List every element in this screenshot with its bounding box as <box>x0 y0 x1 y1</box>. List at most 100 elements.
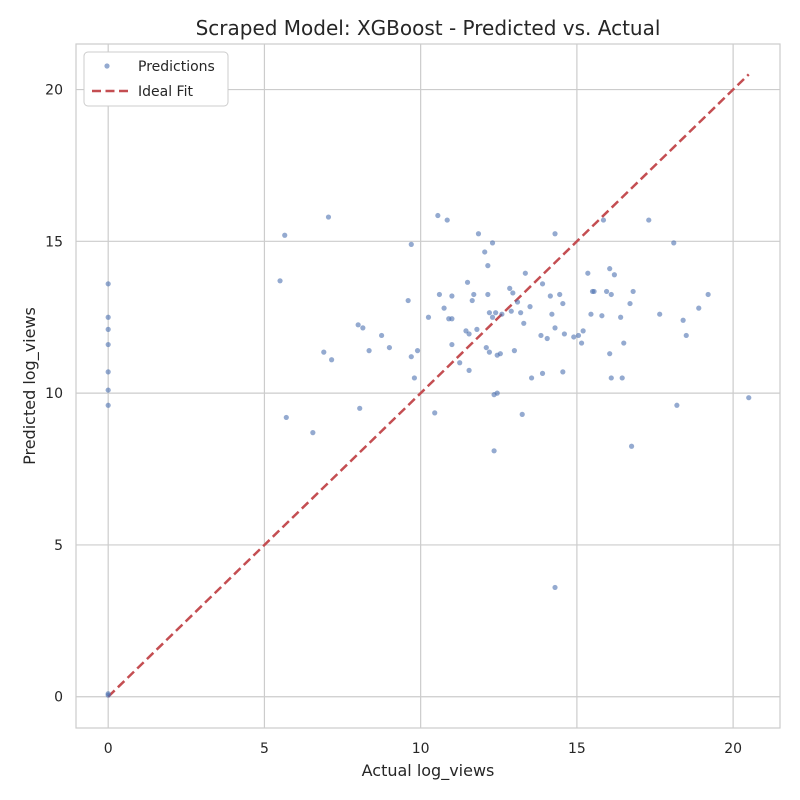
prediction-point <box>705 291 711 298</box>
prediction-point <box>547 293 553 299</box>
x-tick-label: 15 <box>568 741 586 757</box>
prediction-point <box>600 217 607 223</box>
prediction-point <box>552 584 558 591</box>
prediction-point <box>521 320 527 326</box>
y-tick-label: 15 <box>45 234 63 250</box>
prediction-point <box>499 311 505 317</box>
prediction-point <box>378 332 385 339</box>
prediction-point <box>408 354 414 360</box>
x-axis-label: Actual log_views <box>362 761 495 781</box>
prediction-point <box>538 332 544 339</box>
prediction-point <box>557 291 563 298</box>
prediction-point <box>494 390 500 396</box>
prediction-point <box>646 217 652 223</box>
prediction-point <box>408 241 414 247</box>
prediction-point <box>491 448 497 454</box>
prediction-point <box>483 344 489 351</box>
prediction-point <box>441 305 447 311</box>
prediction-point <box>482 249 488 255</box>
prediction-point <box>277 278 283 284</box>
prediction-point <box>489 314 496 320</box>
prediction-point <box>588 311 594 317</box>
prediction-point <box>489 240 496 246</box>
x-tick-label: 20 <box>724 741 742 757</box>
prediction-point <box>449 293 455 299</box>
prediction-point <box>627 300 633 307</box>
prediction-point <box>628 443 635 449</box>
plot-area-frame <box>75 43 781 729</box>
x-axis-ticks: 0 5 10 15 20 <box>104 741 742 757</box>
prediction-point <box>105 341 111 348</box>
prediction-point <box>282 232 288 238</box>
prediction-point <box>310 430 316 436</box>
prediction-point <box>486 310 493 316</box>
prediction-point <box>360 325 366 331</box>
prediction-point <box>549 311 555 317</box>
prediction-point <box>607 266 613 272</box>
legend: Predictions Ideal Fit <box>83 51 229 107</box>
prediction-point <box>630 288 636 295</box>
prediction-point <box>621 340 627 346</box>
y-tick-label: 20 <box>45 83 63 99</box>
y-axis-label: Predicted log_views <box>20 307 40 465</box>
prediction-point <box>508 308 514 314</box>
prediction-point <box>510 290 516 296</box>
legend-predictions-marker <box>104 63 110 69</box>
prediction-point <box>475 231 482 237</box>
prediction-point <box>466 367 472 373</box>
prediction-point <box>618 314 624 320</box>
prediction-point <box>511 348 517 354</box>
prediction-point <box>105 692 111 698</box>
prediction-point <box>449 316 455 322</box>
prediction-point <box>414 348 421 354</box>
prediction-point <box>497 351 503 357</box>
prediction-point <box>674 402 680 408</box>
prediction-point <box>105 369 111 375</box>
prediction-point <box>469 297 475 304</box>
grid <box>76 44 780 728</box>
chart-title: Scraped Model: XGBoost - Predicted vs. A… <box>196 16 661 40</box>
prediction-point <box>519 411 525 417</box>
prediction-point <box>105 314 111 320</box>
legend-ideal-fit-label: Ideal Fit <box>138 84 193 100</box>
prediction-point <box>355 322 361 328</box>
prediction-point <box>561 331 567 337</box>
prediction-point <box>657 311 663 317</box>
prediction-point <box>608 291 614 298</box>
prediction-point <box>435 212 441 219</box>
prediction-point <box>683 332 689 339</box>
prediction-point <box>471 291 477 298</box>
prediction-point <box>444 217 450 223</box>
x-tick-label: 0 <box>104 741 113 757</box>
prediction-point <box>552 325 558 331</box>
prediction-point <box>607 351 613 357</box>
prediction-point <box>436 291 443 298</box>
prediction-point <box>560 300 566 307</box>
prediction-point <box>585 270 591 276</box>
y-axis-ticks: 0 5 10 15 20 <box>45 83 63 706</box>
prediction-point <box>671 240 677 246</box>
prediction-point <box>357 405 363 411</box>
y-tick-label: 10 <box>45 386 63 402</box>
prediction-point <box>105 402 111 408</box>
prediction-point <box>528 375 535 381</box>
legend-predictions-label: Predictions <box>138 59 215 75</box>
prediction-point <box>514 299 521 305</box>
prediction-point <box>599 313 605 319</box>
prediction-point <box>608 375 614 381</box>
prediction-point <box>466 331 472 337</box>
x-tick-label: 5 <box>260 741 269 757</box>
y-tick-label: 0 <box>54 690 63 706</box>
prediction-point <box>329 357 335 363</box>
prediction-point <box>539 281 546 287</box>
prediction-point <box>578 340 585 346</box>
prediction-point <box>611 272 617 278</box>
prediction-point <box>366 348 372 354</box>
prediction-point <box>283 414 289 421</box>
prediction-point <box>746 395 752 401</box>
prediction-point <box>464 279 471 285</box>
prediction-point <box>580 328 586 334</box>
prediction-point <box>411 375 418 381</box>
prediction-point <box>449 341 455 348</box>
